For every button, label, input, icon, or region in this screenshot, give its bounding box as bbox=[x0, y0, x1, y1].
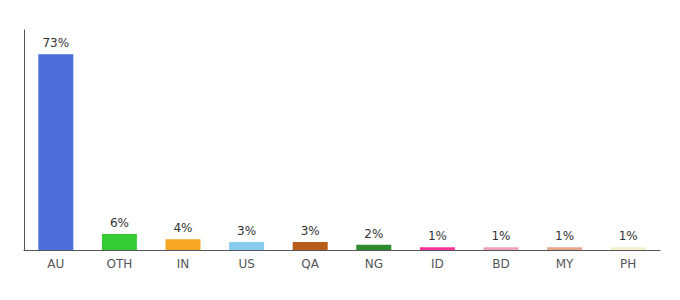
svg-text:QA: QA bbox=[301, 257, 319, 271]
svg-text:AU: AU bbox=[47, 257, 64, 271]
svg-text:1%: 1% bbox=[619, 229, 638, 243]
svg-text:4%: 4% bbox=[173, 221, 192, 235]
svg-text:3%: 3% bbox=[237, 224, 256, 238]
svg-text:IN: IN bbox=[177, 257, 190, 271]
svg-text:73%: 73% bbox=[42, 36, 69, 50]
svg-text:1%: 1% bbox=[555, 229, 574, 243]
svg-text:2%: 2% bbox=[364, 227, 383, 241]
svg-text:BD: BD bbox=[492, 257, 509, 271]
svg-text:1%: 1% bbox=[491, 229, 510, 243]
svg-text:NG: NG bbox=[365, 257, 383, 271]
svg-text:ID: ID bbox=[431, 257, 444, 271]
svg-text:PH: PH bbox=[620, 257, 636, 271]
svg-text:US: US bbox=[238, 257, 254, 271]
svg-text:6%: 6% bbox=[110, 216, 129, 230]
svg-text:OTH: OTH bbox=[106, 257, 132, 271]
svg-text:3%: 3% bbox=[301, 224, 320, 238]
svg-text:1%: 1% bbox=[428, 229, 447, 243]
svg-text:MY: MY bbox=[556, 257, 574, 271]
